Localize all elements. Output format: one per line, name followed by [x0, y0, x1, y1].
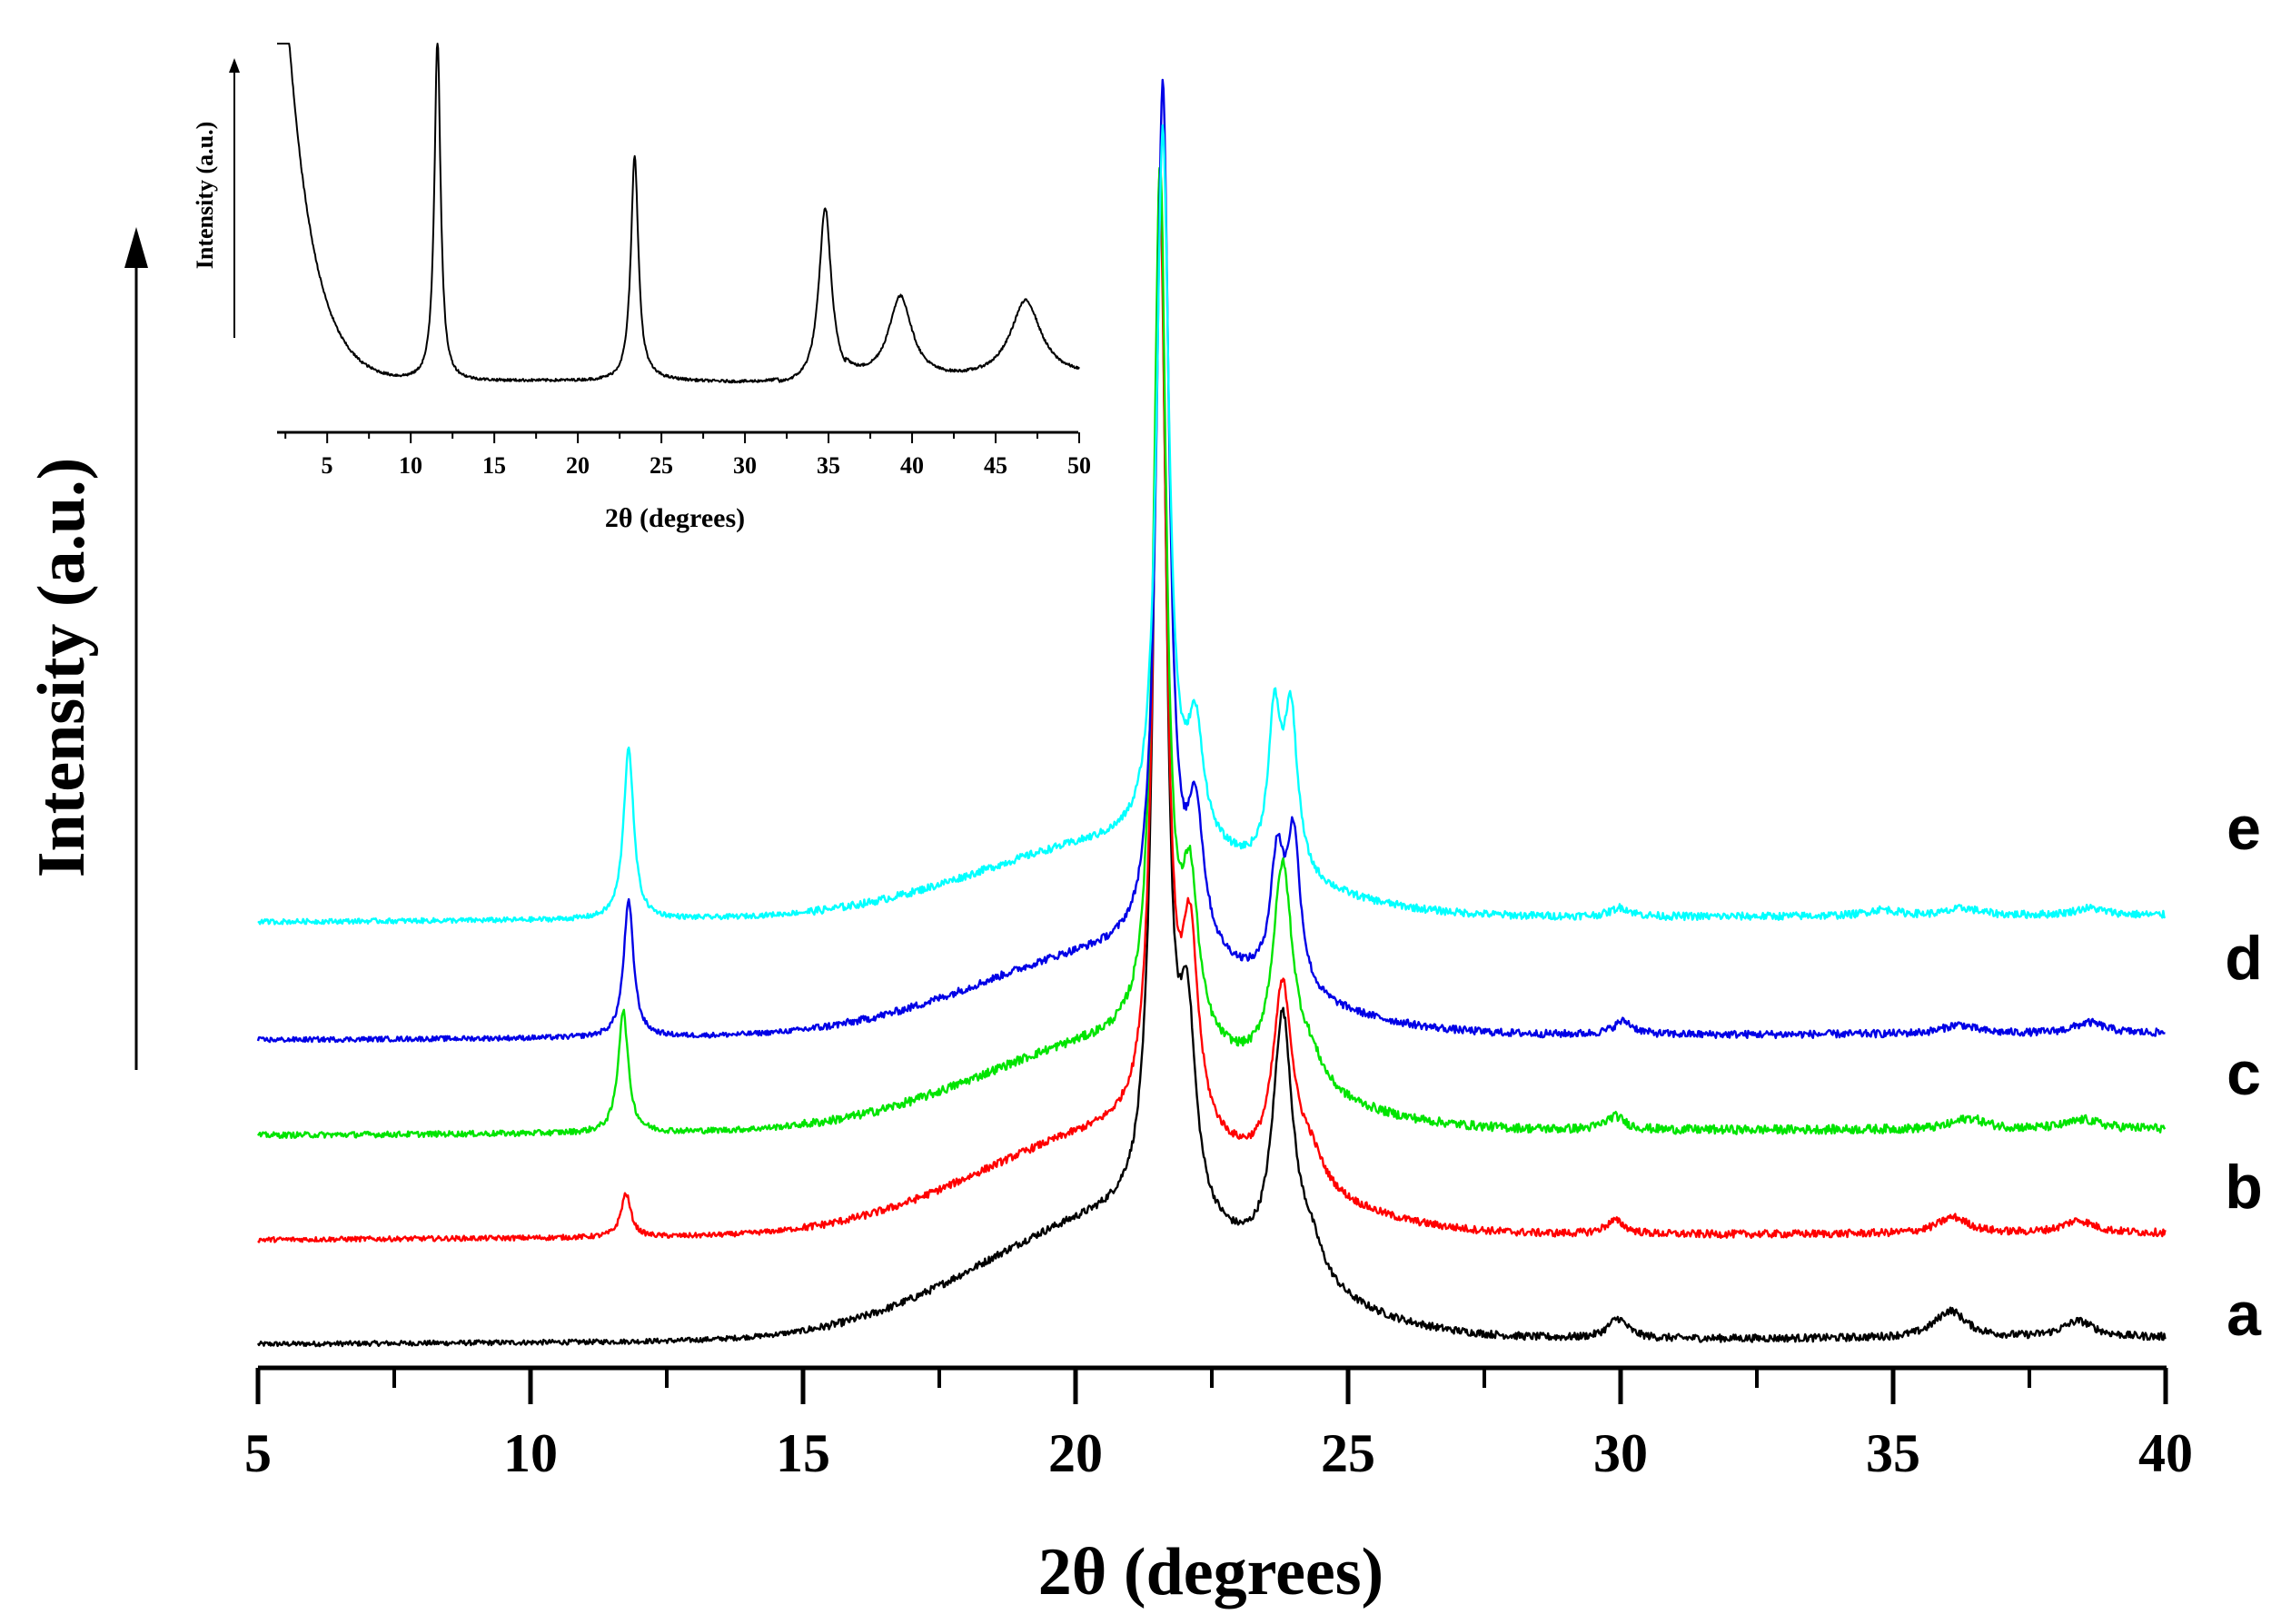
inset-x-tick-label-10: 10 [399, 452, 422, 479]
main-x-tick-label-25: 25 [1321, 1423, 1375, 1483]
inset-y-axis-arrowhead [229, 58, 240, 73]
series-label-b: b [2225, 1153, 2263, 1222]
series-line-a [256, 167, 2167, 1348]
series-line-c [257, 165, 2167, 1139]
inset-series-line [276, 43, 1080, 384]
inset-x-tick-label-50: 50 [1067, 452, 1091, 479]
series-label-a: a [2227, 1280, 2262, 1349]
main-y-axis-arrowhead [124, 227, 148, 268]
series-label-e: e [2227, 794, 2261, 863]
main-x-tick-label-40: 40 [2138, 1423, 2193, 1483]
series-line-b [257, 206, 2167, 1243]
inset-x-tick-label-30: 30 [733, 452, 757, 479]
inset-x-axis-tick-labels: 5 10 15 20 25 30 35 40 45 50 [322, 452, 1092, 479]
main-x-tick-label-5: 5 [244, 1423, 272, 1483]
series-line-d [256, 78, 2166, 1044]
inset-x-tick-label-45: 45 [984, 452, 1007, 479]
main-x-axis-title: 2θ (degrees) [1038, 1535, 1384, 1609]
series-line-e [257, 124, 2167, 926]
main-x-axis-tick-labels: 5 10 15 20 25 30 35 40 [244, 1423, 2193, 1483]
inset-x-axis-title: 2θ (degrees) [605, 503, 745, 533]
series-label-d: d [2225, 924, 2263, 993]
main-x-axis-ticks [255, 1368, 2168, 1404]
main-x-tick-label-15: 15 [776, 1423, 830, 1483]
inset-x-axis-ticks [284, 432, 1080, 443]
series-labels: a b c d e [2225, 794, 2263, 1349]
main-x-tick-label-35: 35 [1866, 1423, 1920, 1483]
inset-x-tick-label-35: 35 [817, 452, 840, 479]
inset-x-tick-label-5: 5 [322, 452, 333, 479]
inset-x-tick-label-40: 40 [900, 452, 924, 479]
inset-x-tick-label-25: 25 [650, 452, 673, 479]
inset-x-tick-label-15: 15 [482, 452, 506, 479]
inset-x-tick-label-20: 20 [566, 452, 590, 479]
main-series-group [256, 78, 2167, 1348]
inset-series-group [276, 43, 1080, 384]
inset-chart: Intensity (a.u.) 5 10 15 20 25 30 35 40 … [192, 43, 1092, 533]
series-label-c: c [2227, 1039, 2261, 1108]
main-y-axis-title: Intensity (a.u.) [25, 458, 99, 878]
main-x-tick-label-10: 10 [503, 1423, 558, 1483]
inset-y-axis-title: Intensity (a.u.) [192, 122, 218, 270]
main-x-tick-label-30: 30 [1593, 1423, 1648, 1483]
main-x-tick-label-20: 20 [1048, 1423, 1103, 1483]
